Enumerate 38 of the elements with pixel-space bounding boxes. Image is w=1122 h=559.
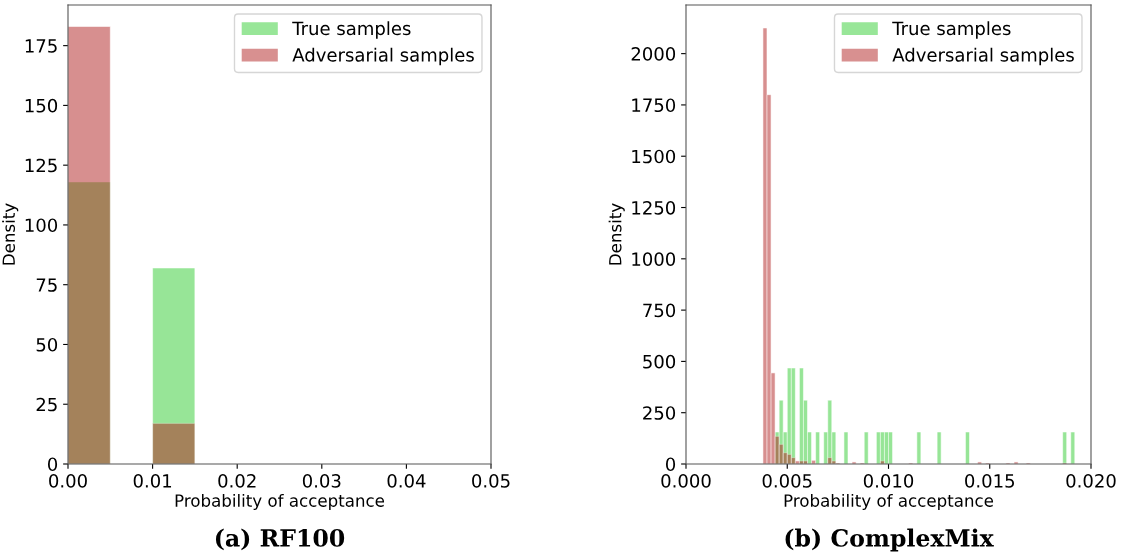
- y-tick-label: 500: [643, 354, 676, 369]
- text: (a) RF100: [215, 528, 345, 551]
- y-tick-label: 0: [47, 457, 58, 472]
- y-tick-label: 175: [25, 39, 57, 53]
- x-tick-label: 0.010: [863, 474, 914, 488]
- y-tick-label: 1000: [632, 252, 676, 266]
- y-tick-label: 125: [25, 158, 57, 173]
- x-tick-label: 0.04: [387, 474, 426, 488]
- y-tick-label: 2000: [631, 47, 676, 61]
- y-tick-label: 75: [36, 278, 57, 292]
- x-tick-label: 0.05: [472, 474, 510, 488]
- x-tick-label: 0.005: [762, 474, 812, 488]
- y-axis-title: Density: [2, 203, 19, 265]
- x-tick-label: 0.000: [661, 474, 711, 488]
- legend-label: True samples: [292, 21, 411, 39]
- x-tick-label: 0.01: [133, 474, 172, 488]
- y-tick-label: 150: [25, 98, 58, 113]
- y-tick-label: 0: [665, 457, 676, 472]
- y-axis-title: Density: [608, 203, 625, 265]
- y-tick-label: 1750: [632, 98, 676, 113]
- y-tick-label: 100: [25, 218, 58, 233]
- y-tick-label: 250: [643, 406, 676, 420]
- x-tick-label: 0.02: [218, 474, 256, 488]
- x-axis-title: Probability of acceptance: [175, 493, 385, 511]
- y-tick-label: 750: [643, 303, 676, 318]
- y-tick-label: 50: [36, 337, 58, 352]
- y-tick-label: 1250: [632, 200, 676, 215]
- x-axis-title: Probability of acceptance: [784, 493, 994, 511]
- legend-label: True samples: [892, 21, 1011, 39]
- x-tick-label: 0.00: [49, 474, 87, 488]
- text: (b) ComplexMix: [785, 528, 994, 552]
- x-tick-label: 0.015: [965, 474, 1015, 488]
- x-tick-label: 0.020: [1066, 474, 1116, 488]
- legend-label: Adversarial samples: [892, 47, 1074, 66]
- x-tick-label: 0.03: [302, 474, 341, 488]
- y-tick-label: 25: [36, 397, 57, 412]
- y-tick-label: 1500: [632, 149, 676, 164]
- legend-label: Adversarial samples: [292, 47, 474, 66]
